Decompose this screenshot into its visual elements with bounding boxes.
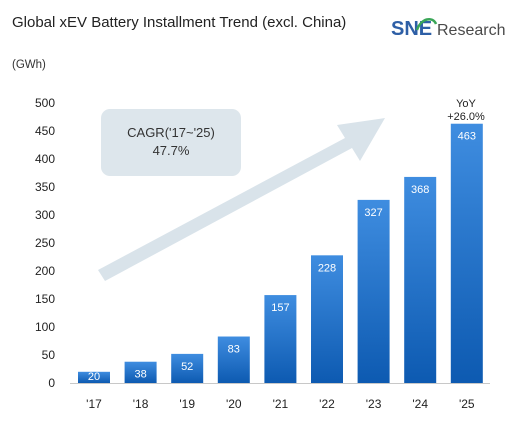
x-tick-label: '18 [133,397,149,411]
y-tick-label: 450 [35,124,55,138]
bar [264,295,297,383]
x-tick-label: '19 [179,397,195,411]
logo-brand-text: SNE [391,18,432,40]
logo-suffix-text: Research [437,22,505,39]
y-tick-label: 500 [35,96,55,110]
data-label: 157 [271,302,289,314]
bars: 20 '17 38 '18 52 '19 83 '20 157 '21 228 '22 327 '23 36… [78,123,483,411]
x-tick-label: '24 [412,397,428,411]
y-tick-label: 200 [35,264,55,278]
chart-title: Global xEV Battery Installment Trend (ex… [12,14,346,31]
x-tick-label: '21 [273,397,289,411]
y-tick-label: 100 [35,320,55,334]
y-tick-label: 50 [42,348,56,362]
cagr-annotation: CAGR('17~'25) 47.7% [101,109,241,176]
bar [124,361,157,383]
y-tick-label: 400 [35,152,55,166]
sne-research-logo: SNE Research [391,17,505,40]
x-tick-label: '23 [366,397,382,411]
y-tick-label: 250 [35,236,55,250]
data-label: 327 [364,207,382,219]
x-tick-label: '20 [226,397,242,411]
bar [171,353,204,383]
y-tick-label: 0 [48,376,55,390]
growth-arrow [98,118,385,281]
y-tick-label: 300 [35,208,55,222]
yoy-annotation: YoY +26.0% [447,98,485,123]
yoy-value: +26.0% [447,111,485,123]
y-tick-label: 350 [35,180,55,194]
x-tick-label: '17 [86,397,102,411]
bar [357,199,390,383]
data-label: 368 [411,184,429,196]
data-label: 20 [88,371,100,383]
data-label: 228 [318,262,336,274]
y-tick-label: 150 [35,292,55,306]
bar [450,123,483,383]
cagr-label: CAGR('17~'25) [127,125,215,140]
x-tick-label: '25 [459,397,475,411]
y-axis: 0 50 100 150 200 250 300 350 400 450 500 [35,96,490,390]
logo-swoosh-icon [415,17,438,31]
cagr-box [101,109,241,176]
bar [78,371,110,383]
data-label: 463 [458,131,476,143]
x-tick-label: '22 [319,397,335,411]
bar [217,336,250,383]
cagr-value: 47.7% [153,143,190,158]
bar [404,176,437,383]
data-label: 38 [134,369,146,381]
y-axis-unit: (GWh) [12,59,46,71]
data-label: 83 [228,344,240,356]
bar [311,255,343,383]
yoy-label: YoY [456,98,476,110]
data-label: 52 [181,361,193,373]
